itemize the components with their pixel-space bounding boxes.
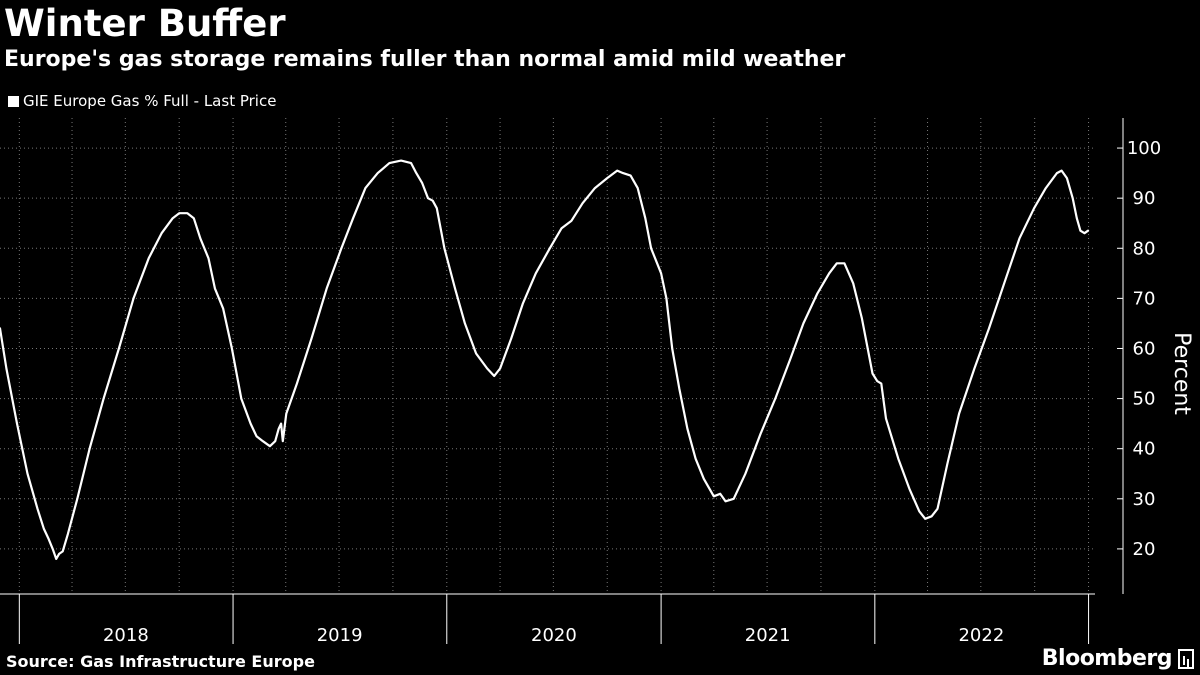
- chart-title: Winter Buffer: [4, 2, 286, 45]
- y-tick-label: 30: [1133, 489, 1156, 510]
- chart-subtitle: Europe's gas storage remains fuller than…: [4, 47, 846, 72]
- brand-name: Bloomberg: [1041, 646, 1173, 671]
- y-tick-label: 20: [1133, 539, 1156, 560]
- chart-icon: [1178, 648, 1194, 669]
- axes: 20 30 40 50 60 70 80 90 100 2018 2019 2020 2021 2022: [0, 118, 1161, 646]
- y-tick-label: 90: [1133, 188, 1156, 209]
- x-tick-label: 2019: [317, 625, 363, 646]
- legend-label: GIE Europe Gas % Full - Last Price: [23, 92, 277, 110]
- y-tick-label: 50: [1133, 389, 1156, 410]
- series-layer: [0, 159, 1090, 560]
- series-line: [0, 159, 1090, 560]
- legend: GIE Europe Gas % Full - Last Price: [8, 91, 276, 111]
- y-tick-label: 60: [1133, 338, 1156, 359]
- source-note: Source: Gas Infrastructure Europe: [6, 652, 315, 671]
- grid-lines: [0, 118, 1095, 594]
- x-tick-label: 2020: [531, 625, 577, 646]
- legend-swatch: [8, 95, 19, 107]
- x-tick-label: 2018: [103, 625, 149, 646]
- brand-logo: Bloomberg: [1042, 646, 1194, 671]
- x-tick-label: 2022: [958, 625, 1004, 646]
- y-axis-title: Percent: [1169, 332, 1194, 415]
- y-tick-label: 40: [1133, 439, 1156, 460]
- y-tick-label: 80: [1133, 238, 1156, 259]
- y-tick-label: 70: [1133, 288, 1156, 309]
- y-tick-label: 100: [1127, 138, 1161, 159]
- x-tick-label: 2021: [745, 625, 791, 646]
